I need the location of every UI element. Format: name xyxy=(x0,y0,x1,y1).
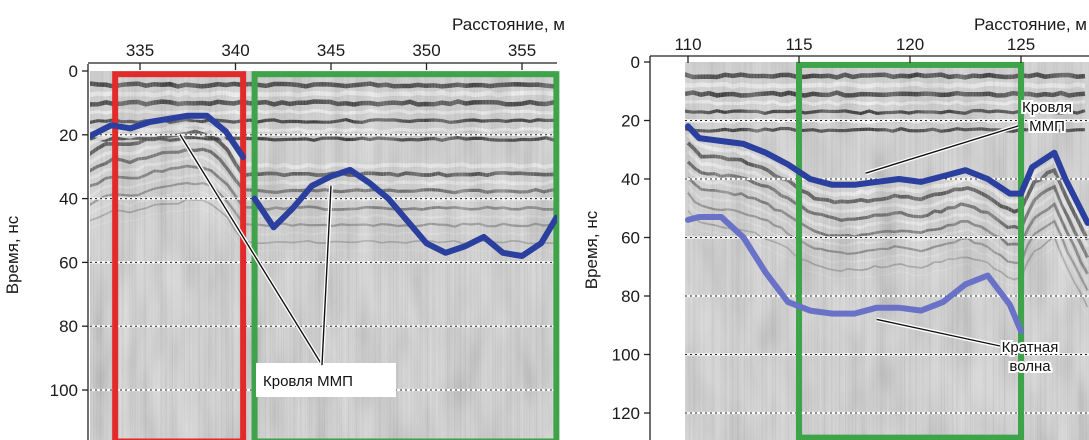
right-axes: 0 20 40 60 80 100 120 110 115 120 125 xyxy=(612,35,1089,440)
left-x-axis-label: Расстояние, м xyxy=(452,15,565,34)
radargram-left-panel: Кровля ММП 0 20 40 60 80 100 335 340 345 350 355 Р… xyxy=(3,15,565,440)
right-x-tick-label: 110 xyxy=(674,35,701,54)
right-series-reflector-0 xyxy=(685,123,1089,226)
left-x-tick-label: 340 xyxy=(221,41,249,60)
right-annotation-label: Кровля xyxy=(1022,99,1072,116)
right-annotation-label: Кратная xyxy=(1002,339,1059,356)
left-y-axis-label: Время, нс xyxy=(3,215,22,294)
left-annotation: Кровля ММП xyxy=(178,133,396,397)
right-series xyxy=(685,123,1089,335)
right-y-axis-label: Время, нс xyxy=(582,210,601,289)
left-y-tick-label: 20 xyxy=(59,126,78,145)
left-y-tick-label: 80 xyxy=(59,317,78,336)
right-annotations: Кровля ММП Кратная волна xyxy=(865,97,1074,377)
radargram-right-panel: Кровля ММП Кратная волна 0 20 40 60 80 100 120 110… xyxy=(582,15,1089,440)
right-highlight-boxes xyxy=(796,61,1024,440)
right-annotation-label: ММП xyxy=(1029,118,1065,135)
right-y-tick-label: 60 xyxy=(621,229,640,248)
right-y-tick-label: 0 xyxy=(631,53,640,72)
right-annotation-leader xyxy=(876,318,1001,347)
left-x-tick-label: 350 xyxy=(412,41,440,60)
right-y-tick-label: 80 xyxy=(621,287,640,306)
right-annotation-label: волна xyxy=(1009,358,1051,375)
right-y-tick-label: 20 xyxy=(621,112,640,131)
left-y-tick-label: 0 xyxy=(69,62,78,81)
left-y-tick-label: 60 xyxy=(59,253,78,272)
left-y-tick-label: 100 xyxy=(50,381,78,400)
left-series-reflector-1 xyxy=(251,166,557,259)
right-y-tick-label: 120 xyxy=(612,404,640,423)
left-red-highlight-box xyxy=(112,71,247,440)
left-annotation-leader xyxy=(179,134,323,366)
right-annotation-leader xyxy=(865,125,1019,174)
left-x-tick-label: 355 xyxy=(508,41,536,60)
right-x-axis-label: Расстояние, м xyxy=(974,15,1087,34)
right-x-tick-label: 125 xyxy=(1007,35,1035,54)
left-axes: 0 20 40 60 80 100 335 340 345 350 355 xyxy=(50,41,557,440)
left-x-tick-label: 345 xyxy=(317,41,345,60)
right-series-multiple-1 xyxy=(685,214,1024,335)
right-green-highlight-box xyxy=(796,61,1024,440)
left-annotation-leader xyxy=(321,185,332,366)
right-y-tick-label: 100 xyxy=(612,346,640,365)
left-series-reflector-0 xyxy=(90,112,247,161)
right-x-tick-label: 120 xyxy=(896,35,924,54)
left-annotation-label: Кровля ММП xyxy=(263,373,353,390)
left-y-tick-label: 40 xyxy=(59,190,78,209)
right-x-tick-label: 115 xyxy=(785,35,812,54)
right-y-tick-label: 40 xyxy=(621,170,640,189)
left-x-tick-label: 335 xyxy=(126,41,154,60)
left-annotation-box xyxy=(256,363,396,397)
left-series xyxy=(90,112,557,259)
